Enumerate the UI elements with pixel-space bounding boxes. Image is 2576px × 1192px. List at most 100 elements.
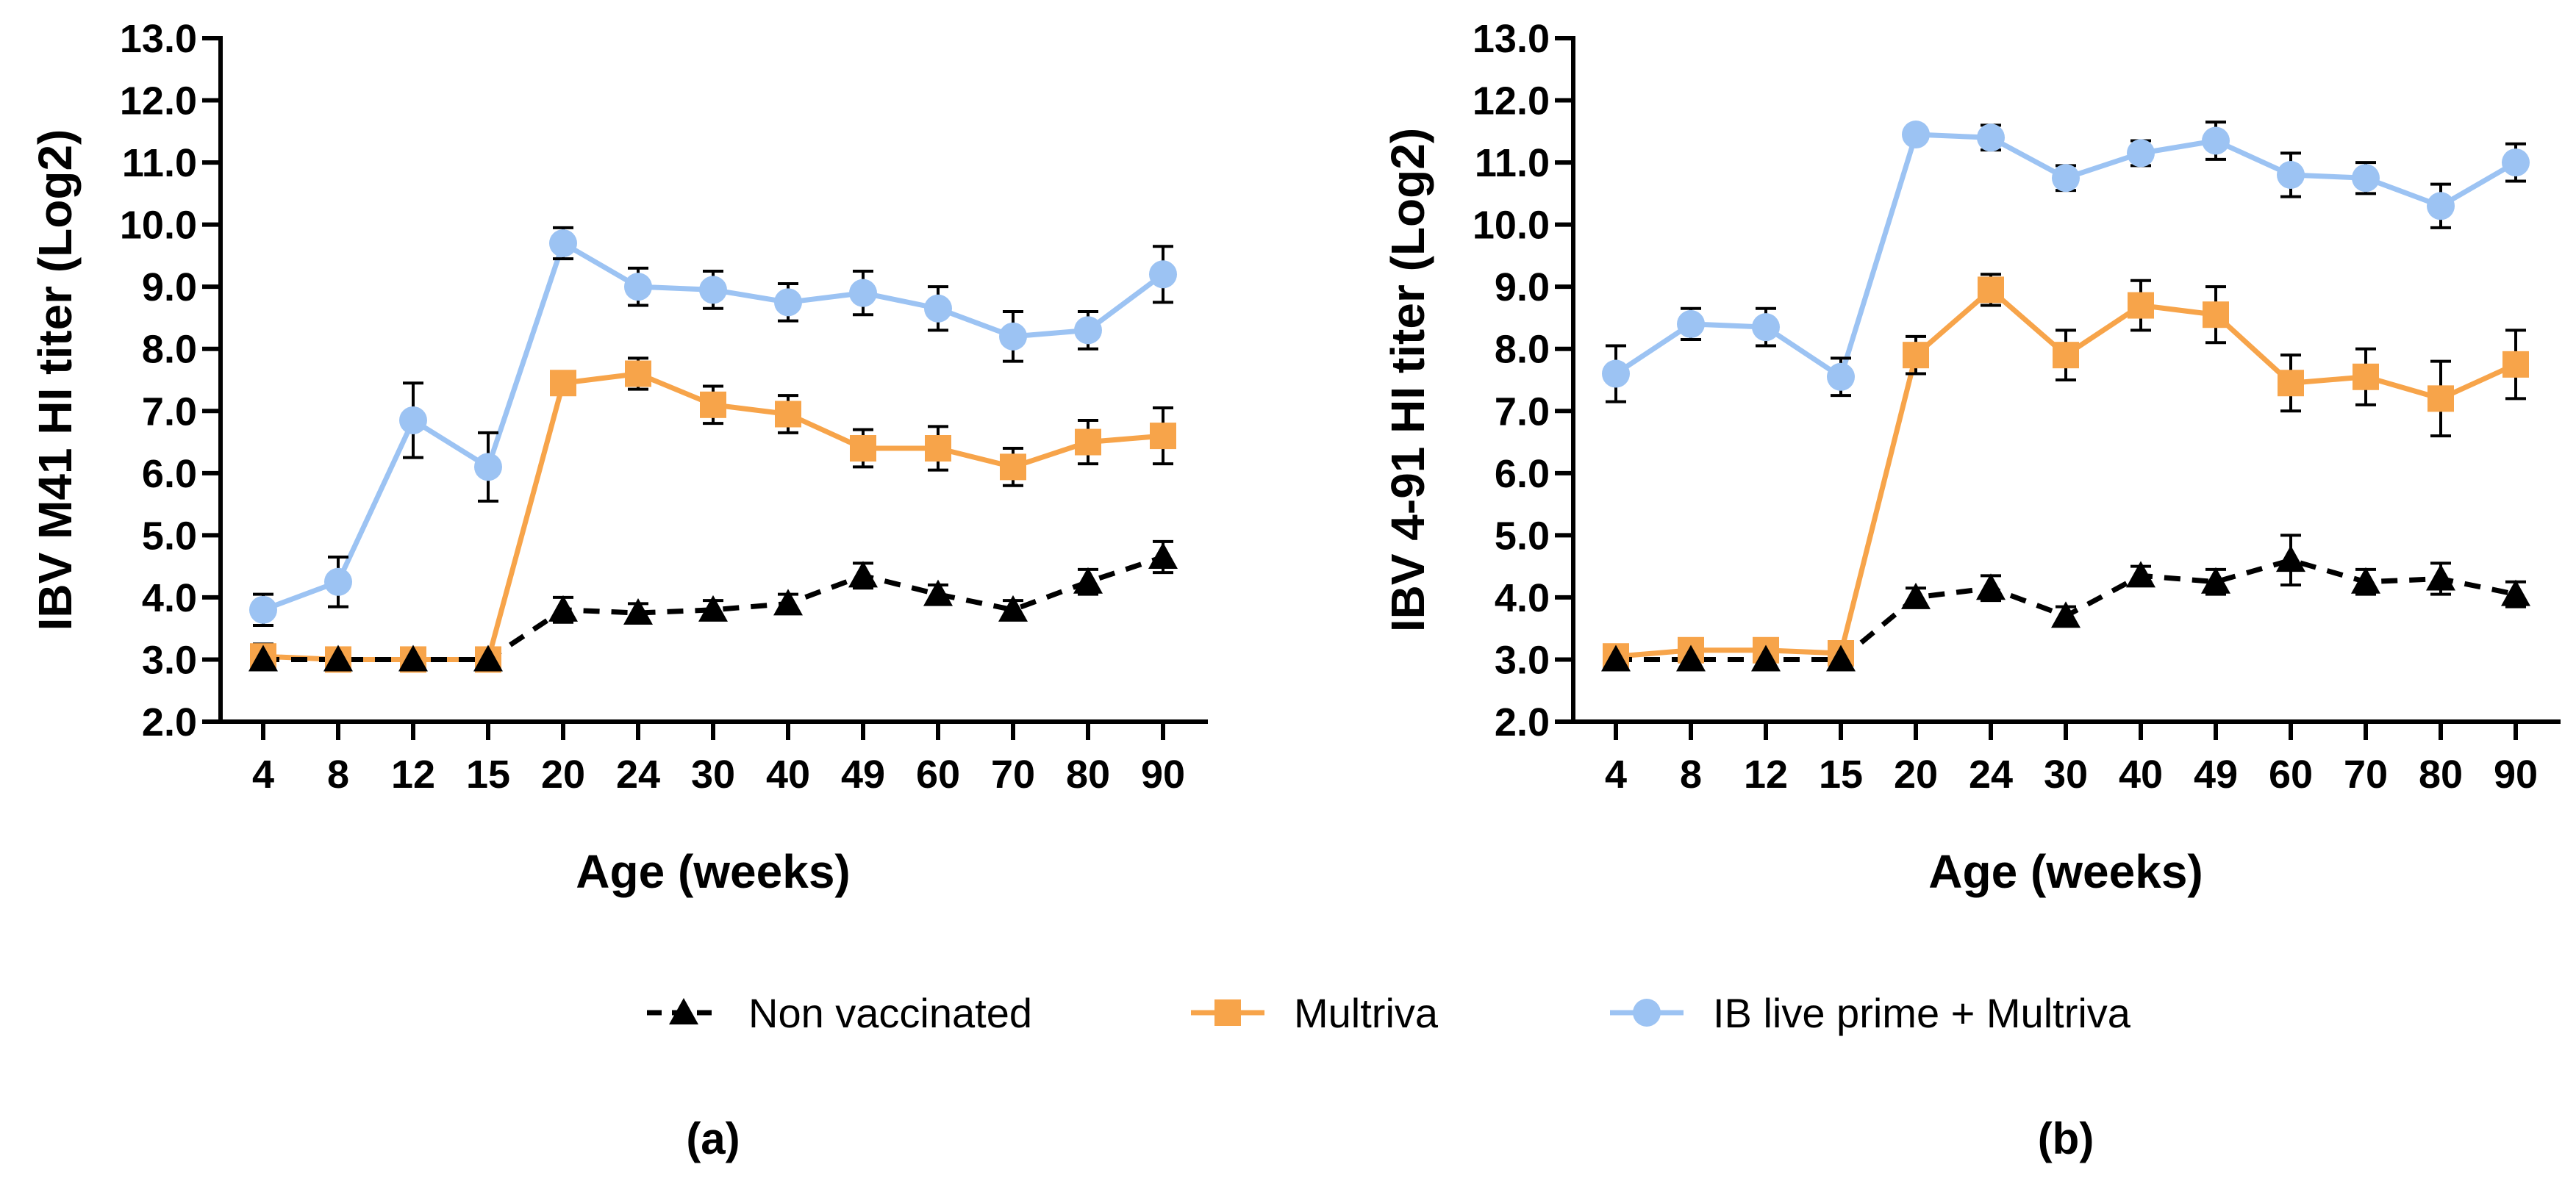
- data-point: [924, 294, 952, 323]
- x-tick-label: 24: [616, 753, 660, 797]
- data-point: [625, 360, 651, 387]
- y-tick-label: 10.0: [1473, 204, 1550, 248]
- data-point: [1602, 359, 1630, 388]
- data-point: [1148, 542, 1178, 569]
- data-point: [2127, 139, 2155, 168]
- data-point: [700, 391, 726, 418]
- data-point: [623, 598, 653, 625]
- data-point: [474, 453, 502, 481]
- y-tick-label: 8.0: [1495, 328, 1550, 372]
- x-tick-label: 80: [2419, 753, 2463, 797]
- data-point: [2203, 301, 2229, 328]
- data-point: [774, 288, 802, 317]
- data-point: [1826, 645, 1856, 672]
- data-point: [1073, 567, 1103, 594]
- data-point: [1752, 313, 1780, 342]
- data-point: [2427, 192, 2455, 220]
- x-tick-label: 12: [391, 753, 435, 797]
- data-point: [473, 645, 503, 672]
- data-point: [2353, 363, 2379, 390]
- x-tick-label: 90: [1141, 753, 1185, 797]
- panel-label: (b): [2038, 1114, 2094, 1163]
- data-point: [1978, 276, 2004, 304]
- x-tick-label: 4: [1605, 753, 1627, 797]
- x-tick-label: 70: [2344, 753, 2388, 797]
- data-point: [849, 279, 877, 307]
- data-point: [1976, 573, 2006, 600]
- y-tick-label: 4.0: [1495, 576, 1550, 620]
- x-tick-label: 49: [2194, 753, 2238, 797]
- x-tick-label: 15: [466, 753, 510, 797]
- data-point: [1601, 645, 1631, 672]
- data-point: [2052, 164, 2080, 193]
- data-point: [999, 322, 1027, 351]
- y-tick-label: 12.0: [120, 79, 197, 123]
- chart-panel-b: 2.0 3.0 4.0 5.0 6.0 7.0 8.0 9.0 10.0 11.0 12.0 13.0…: [1381, 17, 2561, 1163]
- legend-label: Multriva: [1294, 990, 1439, 1036]
- x-tick-label: 4: [252, 753, 274, 797]
- data-point: [699, 276, 727, 304]
- legend-item: IB live prime + Multriva: [1610, 990, 2131, 1036]
- data-point: [2427, 385, 2454, 412]
- legend: Non vaccinated Multriva IB live prime + Mu…: [647, 990, 2131, 1036]
- data-point: [2276, 545, 2305, 572]
- y-tick-label: 9.0: [1495, 265, 1550, 309]
- x-tick-label: 8: [327, 753, 349, 797]
- x-tick-label: 49: [841, 753, 885, 797]
- data-point: [2502, 148, 2530, 177]
- y-tick-label: 2.0: [142, 700, 197, 744]
- legend-item: Multriva: [1191, 990, 1439, 1036]
- data-point: [1901, 582, 1931, 609]
- y-tick-label: 6.0: [142, 452, 197, 496]
- data-point: [1150, 423, 1176, 450]
- y-tick-label: 7.0: [1495, 389, 1550, 434]
- data-point: [2501, 579, 2530, 606]
- data-point: [1000, 453, 1026, 481]
- data-point: [624, 273, 652, 301]
- y-tick-label: 11.0: [1475, 141, 1550, 185]
- data-point: [2201, 567, 2230, 594]
- data-point: [2128, 292, 2154, 319]
- x-axis-title: Age (weeks): [576, 845, 850, 898]
- y-tick-label: 11.0: [122, 141, 197, 185]
- x-tick-label: 80: [1066, 753, 1110, 797]
- data-point: [1903, 342, 1929, 369]
- data-point: [548, 595, 578, 622]
- y-tick-label: 7.0: [142, 389, 197, 434]
- y-axis-title: IBV 4-91 HI titer (Log2): [1381, 128, 1434, 632]
- data-point: [2277, 161, 2305, 189]
- data-point: [1751, 645, 1781, 672]
- data-point: [2051, 601, 2081, 628]
- y-tick-label: 12.0: [1473, 79, 1550, 123]
- y-tick-label: 13.0: [120, 17, 197, 61]
- y-tick-label: 3.0: [1495, 638, 1550, 682]
- legend-item: Non vaccinated: [647, 990, 1032, 1036]
- y-tick-label: 4.0: [142, 576, 197, 620]
- data-point: [1676, 645, 1706, 672]
- data-point: [2352, 164, 2380, 193]
- data-point: [399, 406, 427, 434]
- data-point: [2202, 126, 2230, 155]
- data-point: [998, 595, 1028, 622]
- x-tick-label: 40: [766, 753, 810, 797]
- data-point: [775, 401, 801, 428]
- data-point: [1149, 260, 1177, 289]
- legend-marker: [1633, 999, 1661, 1027]
- data-point: [323, 645, 353, 672]
- data-point: [773, 589, 803, 616]
- data-point: [1827, 362, 1855, 391]
- x-tick-label: 60: [916, 753, 960, 797]
- data-point: [549, 229, 577, 257]
- data-point: [1977, 123, 2005, 152]
- legend-label: IB live prime + Multriva: [1713, 990, 2131, 1036]
- data-point: [923, 579, 953, 606]
- y-tick-label: 8.0: [142, 328, 197, 372]
- data-point: [1075, 428, 1101, 456]
- x-tick-label: 8: [1680, 753, 1702, 797]
- y-tick-label: 5.0: [142, 514, 197, 558]
- legend-label: Non vaccinated: [748, 990, 1032, 1036]
- x-tick-label: 24: [1969, 753, 2013, 797]
- data-point: [2502, 351, 2529, 378]
- x-tick-label: 40: [2119, 753, 2163, 797]
